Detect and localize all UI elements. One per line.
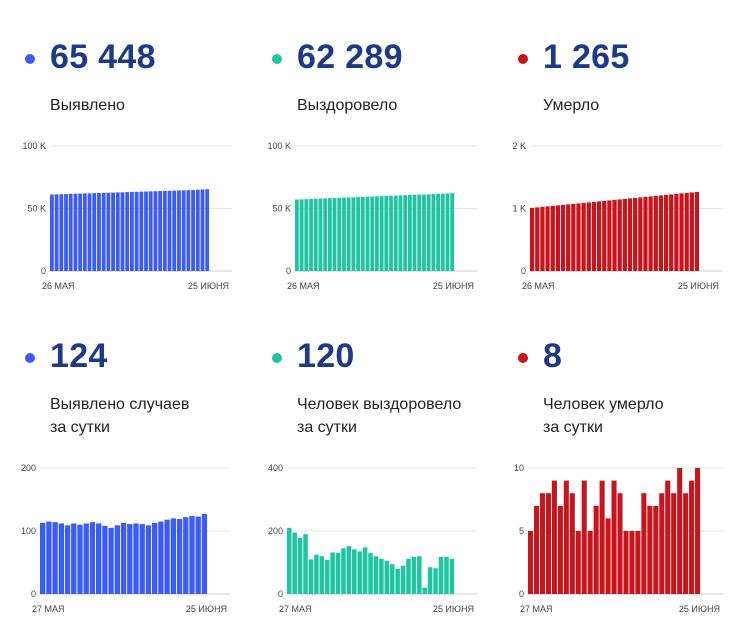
stat-label: Человек умерло за сутки [543, 393, 664, 439]
legend-dot-icon [25, 54, 35, 64]
legend-dot-icon [272, 54, 282, 64]
panel-daily-recovered: 120 Человек выздоровело за сутки [272, 337, 512, 637]
stat-label: Выявлено [50, 94, 125, 117]
stat-label-line: Умерло [543, 97, 600, 114]
panel-daily-deaths: 8 Человек умерло за сутки [518, 337, 752, 637]
stat-value: 1 265 [543, 38, 630, 76]
stat-value: 8 [543, 337, 563, 375]
stat-value: 62 289 [297, 38, 403, 76]
stat-value: 120 [297, 337, 355, 375]
stat-label-line: за сутки [297, 419, 357, 436]
stat-label-line: Выздоровело [297, 97, 398, 114]
legend-dot-icon [518, 54, 528, 64]
stat-label-line: Выявлено случаев [50, 396, 190, 413]
stat-label: Умерло [543, 94, 599, 117]
panel-total-deaths: 1 265 Умерло [518, 38, 752, 338]
stat-label: Человек выздоровело за сутки [297, 393, 461, 439]
stat-label-line: Человек выздоровело [297, 396, 462, 413]
stat-value: 65 448 [50, 38, 156, 76]
panel-total-cases: 65 448 Выявлено [25, 38, 265, 338]
legend-dot-icon [25, 353, 35, 363]
panel-total-recovered: 62 289 Выздоровело [272, 38, 512, 338]
stat-label-line: за сутки [50, 419, 110, 436]
stat-label: Выявлено случаев за сутки [50, 393, 189, 439]
stat-label-line: Выявлено [50, 97, 125, 114]
stat-label-line: Человек умерло [543, 396, 664, 413]
panel-daily-cases: 124 Выявлено случаев за сутки [25, 337, 265, 637]
stat-value: 124 [50, 337, 108, 375]
legend-dot-icon [518, 353, 528, 363]
stat-label-line: за сутки [543, 419, 603, 436]
stat-label: Выздоровело [297, 94, 397, 117]
legend-dot-icon [272, 353, 282, 363]
